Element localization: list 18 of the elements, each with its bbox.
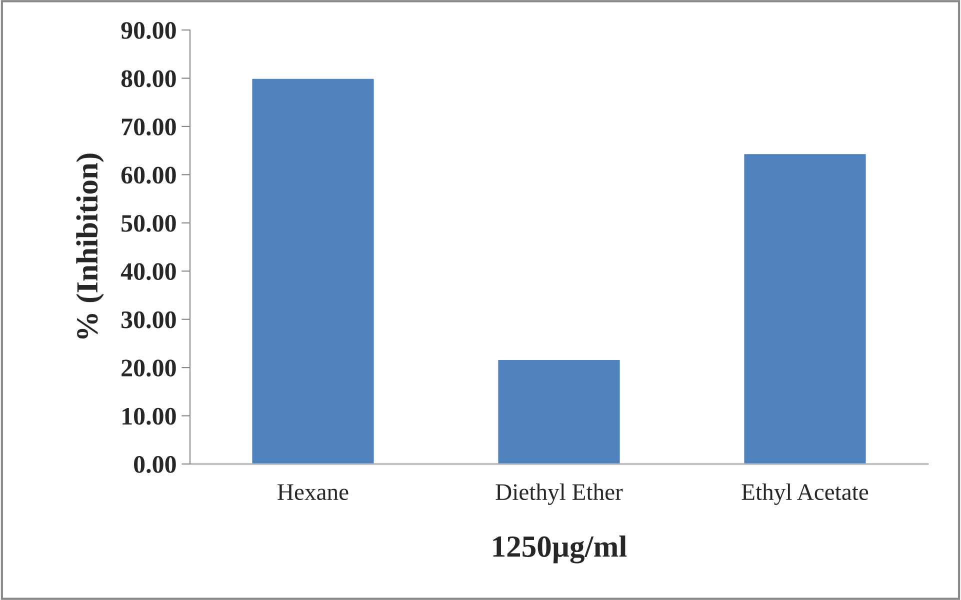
y-tick-label: 40.00 [120,263,176,280]
y-axis-title: % (Inhibition) [76,154,104,339]
y-tick-label: 60.00 [121,166,176,184]
bar [742,152,868,464]
x-tick-label: Hexane [278,484,348,500]
x-tick-label: Diethyl Ether [496,483,623,505]
y-tick-label: 50.00 [122,214,176,232]
x-tick-label: Ethyl Acetate [742,483,868,505]
y-tick-label: 80.00 [121,70,176,88]
y-tick-label: 30.00 [121,311,176,328]
y-tick-label: 90.00 [121,22,176,40]
y-tick-label: 70.00 [122,118,176,136]
y-tick-label: 20.00 [122,360,176,377]
x-axis-title: 1250µg/ml [493,535,627,564]
bar [250,78,376,464]
bar [496,358,622,464]
y-tick-label: 10.00 [122,408,176,425]
y-tick-label: 0.00 [134,456,176,474]
